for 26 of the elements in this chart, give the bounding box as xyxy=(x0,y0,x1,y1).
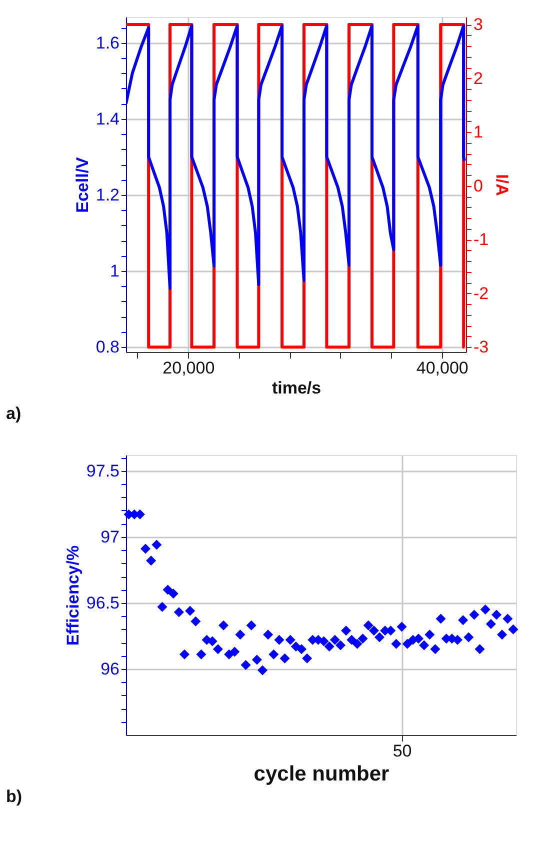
y-tick-label: 97.5 xyxy=(86,461,120,480)
y2-tick-label: 2 xyxy=(474,68,483,88)
x-axis-title: time/s xyxy=(272,378,322,398)
text: a) xyxy=(6,404,22,423)
text: b) xyxy=(6,787,22,806)
y2-tick-label: 3 xyxy=(474,15,483,34)
y2-tick-label: 1 xyxy=(474,122,483,142)
y-axis-title: Ecell/V xyxy=(72,156,92,213)
x-tick-label: 50 xyxy=(392,742,412,760)
y-tick-label: 96 xyxy=(100,659,120,678)
y2-axis-title: I/A xyxy=(492,174,512,196)
y-tick-label: 1 xyxy=(110,262,120,281)
y-tick-label: 1.2 xyxy=(96,185,120,204)
x-axis-title: cycle number xyxy=(254,762,390,786)
y2-tick-label: -2 xyxy=(474,284,489,303)
y-tick-label: 1.4 xyxy=(96,109,120,128)
y2-tick-label: -1 xyxy=(474,230,489,250)
x-tick-label: 20,000 xyxy=(162,358,215,378)
x-tick-label: 40,000 xyxy=(416,358,468,378)
y2-tick-label: -3 xyxy=(474,338,489,357)
y-tick-label: 97 xyxy=(100,527,120,546)
y-tick-label: 96.5 xyxy=(86,593,120,612)
y-axis-title: Efficiency/% xyxy=(63,545,82,646)
y2-tick-label: 0 xyxy=(474,176,483,196)
y-tick-label: 1.6 xyxy=(96,33,120,52)
y-tick-label: 0.8 xyxy=(96,338,120,357)
